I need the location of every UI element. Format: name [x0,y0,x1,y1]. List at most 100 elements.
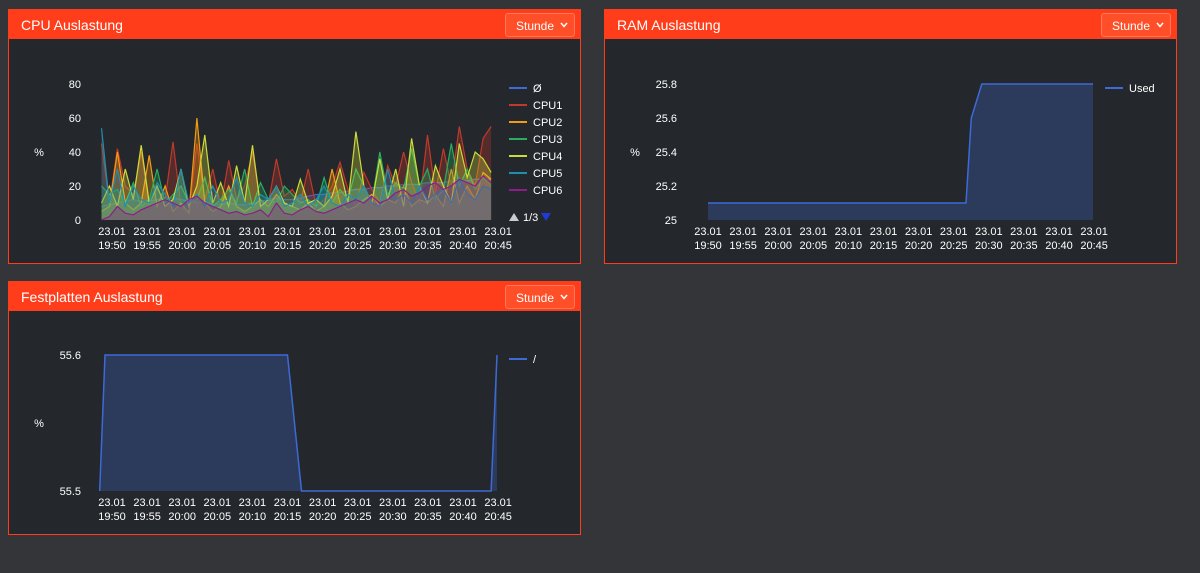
x-tick-date: 23.01 [379,226,407,238]
x-tick-date: 23.01 [204,497,232,509]
y-tick-label: 40 [69,147,81,159]
ram-panel-header: RAM Auslastung Stunde [605,10,1176,39]
legend-label: CPU3 [533,134,562,146]
series-area-CPU3 [101,143,492,220]
x-tick-time: 20:15 [870,240,898,252]
cpu-range-select[interactable]: Stunde [505,13,575,37]
y-tick-label: 0 [75,215,81,227]
x-tick-date: 23.01 [975,226,1003,238]
x-tick-date: 23.01 [449,497,477,509]
cpu-chart: % 0 20 40 60 80 Ø CPU1 CPU2 CPU3 CPU4 CPU5 CPU6 23.01… [34,79,562,252]
cpu-panel-title: CPU Auslastung [21,17,123,33]
x-tick-time: 20:40 [449,511,477,523]
x-tick-time: 20:05 [800,240,828,252]
y-axis-label: % [34,147,44,159]
x-tick-date: 23.01 [239,497,267,509]
x-tick-date: 23.01 [168,497,196,509]
series-area-CPU6 [101,175,492,220]
x-tick-date: 23.01 [940,226,968,238]
series-line-CPU6 [101,174,492,221]
x-tick-date: 23.01 [98,226,126,238]
x-tick-time: 20:05 [204,511,232,523]
x-tick-time: 20:20 [309,240,337,252]
x-tick-time: 20:45 [484,511,512,523]
cpu-panel: CPU Auslastung Stunde % 0 20 40 60 80 Ø CPU1 CPU… [8,9,581,264]
x-tick-time: 20:30 [379,240,407,252]
y-tick-label: 25.8 [656,79,677,91]
disk-panel: Festplatten Auslastung Stunde % 55.5 55.6 /… [8,281,581,535]
ram-range-select[interactable]: Stunde [1101,13,1171,37]
x-tick-time: 19:55 [729,240,757,252]
y-axis-label: % [34,418,44,430]
chevron-down-icon [1156,22,1164,28]
legend-page-indicator: 1/3 [523,212,538,224]
legend-label: CPU4 [533,151,562,163]
series-line-CPU5 [100,128,492,209]
x-tick-date: 23.01 [484,226,512,238]
series-line-root [98,354,498,492]
y-tick-label: 80 [69,79,81,91]
x-tick-time: 20:35 [414,511,442,523]
x-tick-time: 20:45 [484,240,512,252]
x-tick-date: 23.01 [729,226,757,238]
x-tick-date: 23.01 [309,497,337,509]
x-tick-time: 20:05 [204,240,232,252]
x-tick-date: 23.01 [905,226,933,238]
chevron-down-icon [560,22,568,28]
y-tick-label: 20 [69,181,81,193]
legend-label: CPU2 [533,117,562,129]
x-tick-time: 20:10 [239,240,267,252]
x-tick-time: 20:35 [1010,240,1038,252]
x-tick-time: 19:50 [694,240,722,252]
legend-page-up-icon [509,213,519,221]
disk-panel-title: Festplatten Auslastung [21,289,163,305]
y-tick-label: 25.2 [656,181,677,193]
chevron-down-icon [560,294,568,300]
disk-panel-header: Festplatten Auslastung Stunde [9,282,580,311]
x-tick-time: 20:00 [168,240,196,252]
y-tick-label: 55.5 [60,486,81,498]
x-tick-date: 23.01 [239,226,267,238]
ram-panel-title: RAM Auslastung [617,17,721,33]
x-tick-time: 19:50 [98,240,126,252]
x-tick-time: 20:30 [379,511,407,523]
disk-range-label: Stunde [516,291,555,305]
x-tick-time: 20:20 [905,240,933,252]
legend-label: / [533,354,537,366]
legend-page-down-icon [541,213,551,221]
x-tick-date: 23.01 [870,226,898,238]
x-tick-date: 23.01 [1010,226,1038,238]
series-line-CPU2 [101,117,492,215]
x-tick-date: 23.01 [379,497,407,509]
x-tick-time: 19:50 [98,511,126,523]
x-tick-date: 23.01 [414,226,442,238]
cpu-range-label: Stunde [516,19,555,33]
x-tick-date: 23.01 [133,497,161,509]
x-tick-time: 20:35 [414,240,442,252]
y-axis-label: % [630,147,640,159]
disk-range-select[interactable]: Stunde [505,285,575,309]
x-tick-time: 20:15 [274,511,302,523]
legend-label: CPU6 [533,185,562,197]
x-tick-date: 23.01 [274,497,302,509]
x-tick-time: 20:45 [1080,240,1108,252]
series-line-Used [708,83,1093,204]
legend-label: Ø [533,83,542,95]
x-tick-time: 20:20 [309,511,337,523]
y-tick-label: 25.6 [656,113,677,125]
x-tick-date: 23.01 [694,226,722,238]
series-area-Used [708,84,1093,220]
x-tick-time: 20:40 [449,240,477,252]
series-line-CPU4 [100,131,492,209]
x-tick-date: 23.01 [484,497,512,509]
ram-panel: RAM Auslastung Stunde % 25 25.2 25.4 25.6 25.… [604,9,1177,264]
cpu-panel-header: CPU Auslastung Stunde [9,10,580,39]
series-area-root [99,355,497,491]
legend-label: CPU1 [533,100,562,112]
legend-label: CPU5 [533,168,562,180]
legend-label: Used [1129,83,1155,95]
x-tick-time: 20:00 [168,511,196,523]
ram-range-label: Stunde [1112,19,1151,33]
x-tick-date: 23.01 [204,226,232,238]
x-tick-time: 20:25 [940,240,968,252]
